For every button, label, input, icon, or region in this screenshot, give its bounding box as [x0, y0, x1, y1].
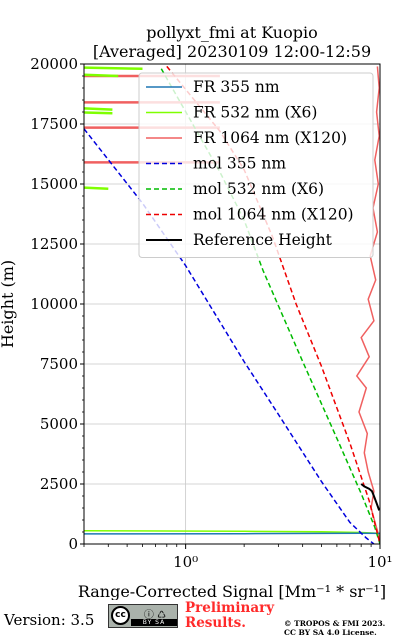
x-axis-label: Range-Corrected Signal [Mm⁻¹ * sr⁻¹] — [78, 582, 386, 600]
lidar-profile-chart: pollyxt_fmi at Kuopio [Averaged] 2023010… — [0, 23, 393, 600]
copyright-notice: © TROPOS & FMI 2023. CC BY SA 4.0 Licens… — [284, 619, 385, 637]
series-segment-fr-532-nm-x6 — [84, 186, 109, 191]
legend-label: Reference Height — [193, 231, 333, 249]
preliminary-notice: Preliminary Results. — [185, 601, 274, 631]
preliminary-line-2: Results. — [185, 615, 246, 631]
copyright-line-1: © TROPOS & FMI 2023. — [284, 619, 386, 628]
series-line-fr-1064-nm-x120 — [355, 66, 380, 540]
y-tick-label: 7500 — [40, 355, 78, 373]
series-line-fr-355-nm — [84, 532, 380, 535]
y-tick-label: 0 — [68, 535, 78, 553]
preliminary-line-1: Preliminary — [185, 600, 275, 616]
chart-title: pollyxt_fmi at Kuopio — [146, 23, 317, 42]
y-tick-label: 2500 — [40, 475, 78, 493]
y-axis-label: Height (m) — [0, 260, 17, 348]
x-tick-label: 10¹ — [367, 553, 392, 571]
y-tick-label: 12500 — [30, 235, 78, 253]
license-short: BY SA — [131, 619, 177, 626]
series-line-mol-355-nm — [84, 128, 375, 544]
version-label: Version: 3.5 — [4, 611, 95, 629]
y-tick-label: 10000 — [30, 295, 78, 313]
chart-subtitle: [Averaged] 20230109 12:00-12:59 — [93, 42, 371, 61]
y-tick-label: 15000 — [30, 175, 78, 193]
x-axis: 10⁰ 10¹ — [83, 544, 393, 571]
cc-icon: cc — [111, 606, 130, 625]
legend-label: FR 1064 nm (X120) — [193, 129, 347, 147]
y-tick-label: 17500 — [30, 115, 78, 133]
y-tick-label: 5000 — [40, 415, 78, 433]
legend: FR 355 nm FR 532 nm (X6) FR 1064 nm (X120)… — [138, 72, 374, 258]
y-axis: 0 2500 5000 7500 10000 12500 15000 17500 20000 — [30, 55, 84, 553]
legend-label: FR 355 nm — [193, 78, 280, 96]
series-segment-fr-532-nm-x6 — [84, 111, 113, 115]
legend-label: mol 1064 nm (X120) — [193, 206, 354, 224]
cc-license-badge[interactable]: cc ⓘ ♺ BY SA — [108, 604, 178, 628]
legend-label: mol 532 nm (X6) — [193, 180, 324, 198]
legend-label: FR 532 nm (X6) — [193, 104, 317, 122]
by-sa-icons: ⓘ ♺ — [143, 610, 167, 621]
series-segment-fr-532-nm-x6 — [84, 73, 119, 78]
series-segment-fr-532-nm-x6 — [84, 66, 143, 71]
x-tick-label: 10⁰ — [173, 553, 198, 571]
legend-label: mol 355 nm — [193, 155, 286, 173]
y-tick-label: 20000 — [30, 55, 78, 73]
copyright-line-2: CC BY SA 4.0 License. — [284, 628, 377, 637]
series-segment-fr-532-nm-x6 — [84, 107, 113, 111]
series-line-reference-height — [360, 483, 380, 511]
legend-box — [138, 72, 374, 258]
